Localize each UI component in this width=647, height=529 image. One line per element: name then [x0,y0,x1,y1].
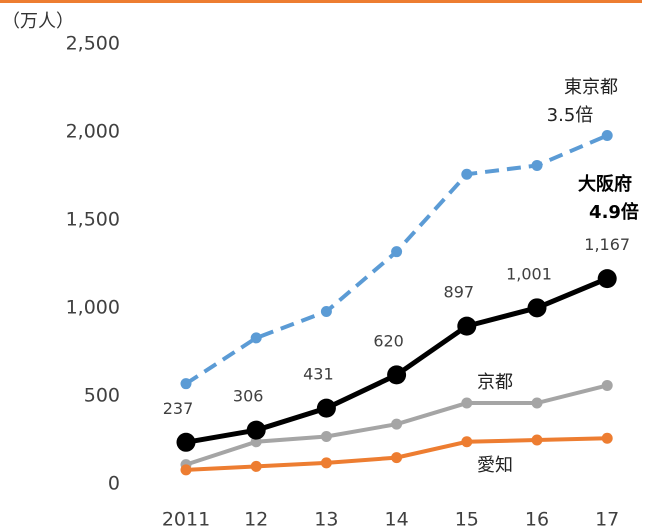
point [531,159,543,171]
point [387,365,407,385]
data-label: 620 [373,331,404,350]
x-tick-label: 14 [385,509,409,529]
x-tick-label: 16 [525,509,549,529]
point [461,397,473,409]
point [180,464,192,476]
x-tick-label: 15 [455,509,479,529]
point [457,316,477,336]
point [320,430,332,442]
annotation: 4.9倍 [589,201,639,223]
point [250,460,262,472]
point [597,269,617,289]
data-label: 431 [303,365,334,384]
point [391,246,403,258]
header-bar [0,0,642,3]
y-tick-label: 1,500 [66,209,120,231]
x-tick-label: 2011 [162,509,210,529]
data-label: 1,167 [584,235,630,254]
point [461,436,473,448]
point [246,420,266,440]
y-tick-label: 2,000 [66,121,120,143]
y-tick-label: 500 [84,385,120,407]
y-axis-label: （万人） [2,11,74,32]
point [601,379,613,391]
x-tick-label: 13 [314,509,338,529]
point [316,398,336,418]
point [461,168,473,180]
y-tick-label: 0 [108,473,120,495]
y-tick-label: 1,000 [66,297,120,319]
point [250,332,262,344]
point [531,434,543,446]
point [601,130,613,142]
point [180,378,192,390]
data-label: 1,001 [506,264,552,283]
x-tick-label: 17 [595,509,619,529]
point [601,432,613,444]
data-label: 237 [163,399,194,418]
point [320,457,332,469]
point [320,306,332,318]
annotation: 3.5倍 [547,105,594,126]
point [176,432,196,452]
x-tick-label: 12 [244,509,268,529]
point [391,452,403,464]
series-name: 東京都 [564,77,618,98]
point [531,397,543,409]
series-name: 大阪府 [578,173,632,195]
point [391,418,403,430]
data-label: 897 [444,283,475,302]
y-tick-label: 2,500 [66,33,120,55]
point [527,298,547,318]
data-label: 306 [233,387,264,406]
series-name: 京都 [477,372,513,393]
series-name: 愛知 [477,455,513,476]
